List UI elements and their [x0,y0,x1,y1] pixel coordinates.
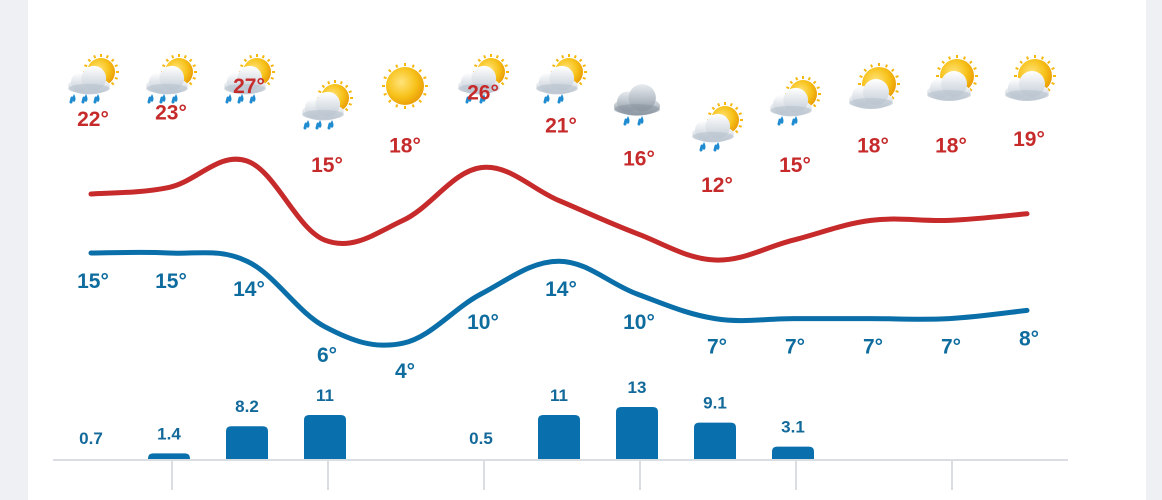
low-temperature-label: 14° [233,278,265,301]
low-temperature-label: 7° [707,336,727,359]
forecast-chart: 0.7 1.4 8.2 11 0.5 11 13 9.1 3.1 22° 23° 27° 15° 18° 2… [53,54,1068,490]
low-temperature-line [88,249,1030,348]
low-temperature-label: 6° [317,344,337,367]
precipitation-bar [616,407,658,459]
high-temperature-label: 16° [623,148,655,171]
precipitation-bar [304,415,346,459]
sun-cloud-heavy-rain-icon [224,54,275,104]
high-temperature-label: 15° [779,154,811,177]
forecast-card: 0.7 1.4 8.2 11 0.5 11 13 9.1 3.1 22° 23° 27° 15° 18° 2… [28,0,1146,500]
low-temperature-label: 14° [545,278,577,301]
high-temperature-label: 22° [77,108,109,131]
high-temperature-label: 18° [935,134,967,157]
low-temperature-label: 15° [77,270,109,293]
high-temperature-label: 26° [467,82,499,105]
low-temperature-label: 7° [863,336,883,359]
low-temperature-label: 4° [395,360,415,383]
sun-cloud-rain-icon [770,76,821,126]
precipitation-label: 11 [316,386,334,405]
low-temperature-label: 15° [155,270,187,293]
precipitation-bar [148,453,190,459]
high-temperature-label: 12° [701,174,733,197]
high-temperature-label: 15° [311,154,343,177]
sun-icon [382,63,428,109]
low-temperature-label: 10° [623,311,655,334]
high-temperature-label: 23° [155,101,187,124]
high-temperature-label: 27° [233,75,265,98]
high-temperature-label: 18° [389,134,421,157]
sun-cloud-icon [927,55,978,101]
low-temperature-label: 7° [941,336,961,359]
precipitation-bar [226,426,268,459]
high-temperature-label: 19° [1013,128,1045,151]
precipitation-bar [772,446,814,459]
high-temperature-label: 18° [857,134,889,157]
precipitation-label: 13 [628,378,647,397]
sun-cloud-heavy-rain-icon [302,80,353,130]
sun-cloud-rain-icon [692,102,743,152]
precipitation-label: 0.7 [79,429,103,448]
sun-cloud-heavy-rain-icon [146,54,197,104]
sun-cloud-icon [1005,55,1056,101]
sun-cloud-rain-icon [458,54,509,104]
cloud-rain-icon [613,84,661,126]
precipitation-label: 9.1 [703,394,727,413]
precipitation-label: 8.2 [235,397,259,416]
high-temperature-line [88,156,1030,263]
low-temperature-label: 8° [1019,327,1039,350]
high-temperature-label: 21° [545,115,577,138]
precipitation-label: 11 [550,386,568,405]
precipitation-label: 1.4 [157,424,181,443]
precipitation-label: 3.1 [781,418,805,437]
low-temperature-label: 7° [785,336,805,359]
precipitation-bar [538,415,580,459]
precipitation-label: 0.5 [469,429,493,448]
low-temperature-label: 10° [467,311,499,334]
precipitation-bar [694,422,736,459]
sun-cloud-rain-icon [536,54,587,104]
sun-cloud-heavy-rain-icon [68,54,119,104]
sun-cloud-icon [849,63,900,109]
